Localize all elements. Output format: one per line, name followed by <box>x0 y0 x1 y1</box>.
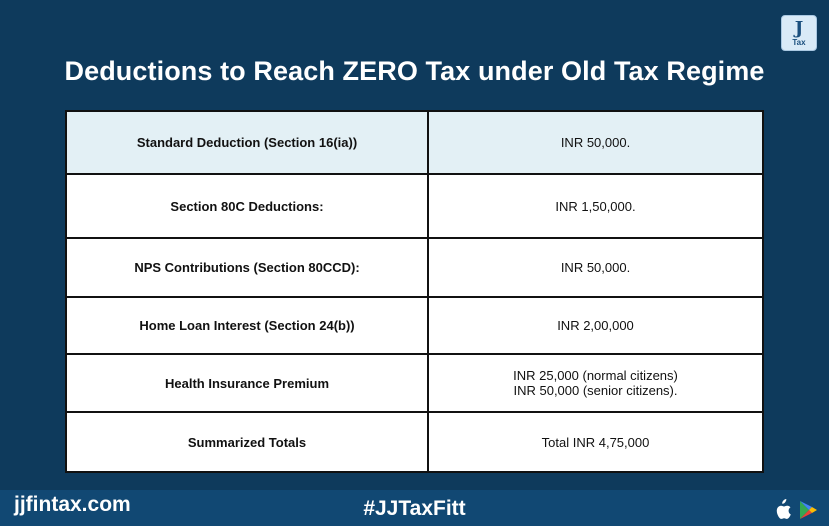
table-row: Standard Deduction (Section 16(ia)) INR … <box>65 110 764 175</box>
footer-bar <box>0 490 829 526</box>
value-line: INR 50,000. <box>560 260 631 275</box>
value-line: INR 25,000 (normal citizens) <box>513 368 678 383</box>
logo-letter: J <box>794 17 804 39</box>
row-label: Health Insurance Premium <box>65 353 429 413</box>
website-link[interactable]: jjfintax.com <box>14 493 131 516</box>
row-label: Summarized Totals <box>65 411 429 473</box>
value-line: Total INR 4,75,000 <box>541 434 650 450</box>
table-row: Section 80C Deductions: INR 1,50,000. <box>65 173 764 239</box>
jjtax-logo: J Tax <box>781 15 817 51</box>
value-line: INR 50,000. <box>560 135 631 150</box>
deductions-table: Standard Deduction (Section 16(ia)) INR … <box>65 110 764 473</box>
row-label: Section 80C Deductions: <box>65 173 429 239</box>
logo-subtext: Tax <box>792 37 806 47</box>
play-store-icon[interactable] <box>798 500 818 520</box>
table-row: NPS Contributions (Section 80CCD): INR 5… <box>65 237 764 298</box>
row-value: Total INR 4,75,000 <box>427 411 764 473</box>
row-value: INR 25,000 (normal citizens) INR 50,000 … <box>427 353 764 413</box>
row-value: INR 1,50,000. <box>427 173 764 239</box>
table-row: Home Loan Interest (Section 24(b)) INR 2… <box>65 296 764 355</box>
table-row: Health Insurance Premium INR 25,000 (nor… <box>65 353 764 413</box>
row-label: Home Loan Interest (Section 24(b)) <box>65 296 429 355</box>
apple-icon[interactable] <box>772 499 792 521</box>
row-value: INR 50,000. <box>427 110 764 175</box>
row-label: Standard Deduction (Section 16(ia)) <box>65 110 429 175</box>
hashtag: #JJTaxFitt <box>363 497 466 520</box>
value-line: INR 50,000 (senior citizens). <box>513 383 678 398</box>
value-line: INR 1,50,000. <box>555 198 636 214</box>
table-row: Summarized Totals Total INR 4,75,000 <box>65 411 764 473</box>
row-value: INR 50,000. <box>427 237 764 298</box>
page-title: Deductions to Reach ZERO Tax under Old T… <box>64 56 765 86</box>
row-label: NPS Contributions (Section 80CCD): <box>65 237 429 298</box>
value-line: INR 2,00,000 <box>557 318 634 333</box>
row-value: INR 2,00,000 <box>427 296 764 355</box>
